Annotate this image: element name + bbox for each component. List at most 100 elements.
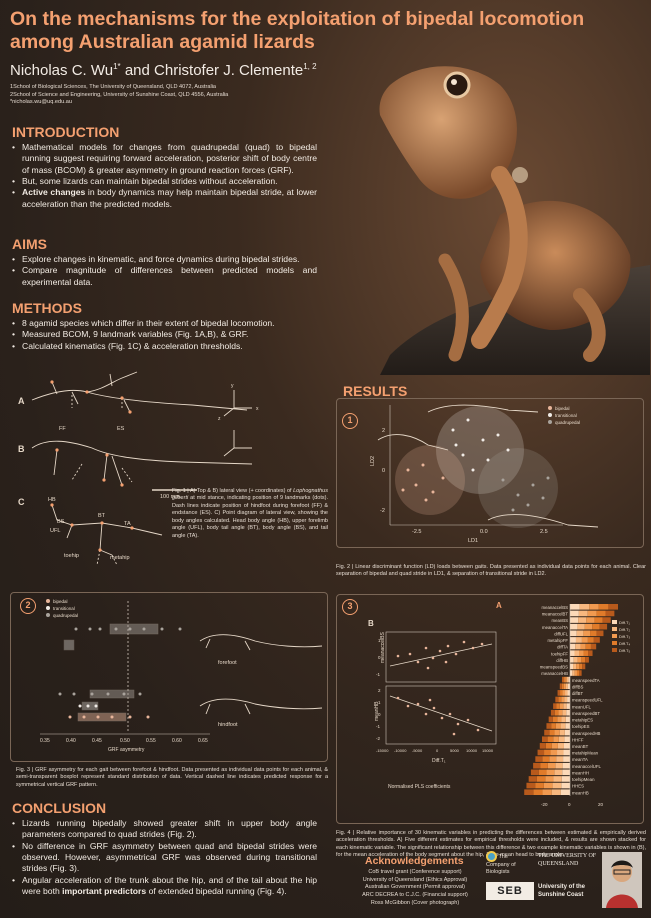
fig4-b-ybot-4: -2: [376, 736, 380, 741]
ack-line-2: University of Queensland (Ethics Approva…: [362, 876, 468, 883]
fig4-b-ybot-2: 0: [378, 712, 381, 717]
fig4-bar-segment: [562, 690, 566, 696]
fig4-bar-segment: [570, 643, 576, 650]
fig4-var-label: diffUFL: [554, 631, 568, 636]
fig4-bar-segment: [561, 696, 565, 703]
fig4-bar-segment: [566, 709, 570, 716]
fig4-a-xtick-2: 20: [598, 802, 604, 807]
fig4-bar-segment: [560, 690, 563, 696]
fig4-bar-segment: [587, 637, 594, 643]
fig4-bar-segment: [551, 743, 558, 749]
fig3-legend-transitional: transitional: [53, 606, 75, 611]
fig4-bar-segment: [608, 604, 618, 610]
fig1-hb: HB: [48, 497, 56, 503]
fig4-var-label: toehipFF: [551, 651, 568, 656]
conclusion-bullet-1: Lizards running bipedally showed greater…: [12, 818, 317, 841]
fig1-bt: BT: [98, 513, 106, 519]
fig4-bar-segment: [548, 716, 553, 723]
methods-heading: METHODS: [12, 300, 82, 316]
uq-logo: THE UNIVERSITY OF QUEENSLAND: [538, 853, 597, 867]
fig4-a-legend: Diff.T₁ Diff.T₂ Diff.T₃ Diff.T₄ Diff.T₅: [612, 620, 630, 653]
aims-bullet-2: Compare magnitude of differences between…: [12, 265, 317, 288]
fig4-bar-segment: [572, 670, 575, 676]
fig4-bar-segment: [558, 696, 562, 703]
cob-logo-icon: [486, 851, 497, 862]
fig4-bar-segment: [570, 617, 579, 623]
fig4-bar-segment: [547, 736, 554, 743]
fig4-a-xtick-0: -20: [541, 802, 548, 807]
fig4-bar-segment: [570, 604, 580, 610]
fig4-a-legend-5: Diff.T₅: [619, 648, 630, 653]
fig4-bar-segment: [563, 749, 570, 756]
fig3-hindfoot-group: [58, 689, 150, 722]
intro-bullet-3-rest: in body dynamics may help maintain biped…: [22, 187, 317, 209]
fig4-bar-segment: [544, 749, 551, 756]
fig4-bar-segment: [565, 676, 567, 683]
fig4-bar-segment: [540, 762, 548, 769]
fig4-var-label: HHES: [572, 784, 584, 789]
fig4-var-label: diffBT: [572, 691, 584, 696]
fig4-bar-segment: [545, 776, 554, 782]
fig4-var-label: meanspeedTA: [572, 678, 600, 683]
fig4-bar-segment: [570, 623, 578, 630]
fig1-bs: BS: [57, 519, 65, 525]
fig4-bar-segment: [596, 610, 606, 617]
author-2-sup: 1, 2: [303, 62, 317, 71]
results-heading: RESULTS: [343, 383, 408, 399]
fig4-b-xtick-4: 5000: [450, 748, 460, 753]
fig4-b-xtick-3: 0: [436, 748, 439, 753]
fig4-b-ybot-3: -1: [376, 724, 380, 729]
usc-logo: University of the Sunshine Coast: [538, 884, 586, 898]
fig1-caption-post: at mid stance, indicating position of 9 …: [172, 495, 328, 539]
fig4-var-label: HHFF: [572, 737, 584, 742]
aims-bullet-1: Explore changes in kinematic, and force …: [12, 254, 317, 266]
fig4-bar-segment: [583, 650, 589, 656]
fig4-bar-segment: [565, 683, 568, 690]
fig3-legend-quadrupedal: quadrupedal: [53, 613, 78, 618]
fig4-bar-segment: [561, 782, 570, 789]
fig4-bar-segment: [602, 617, 611, 623]
fig1-ufl: UFL: [50, 528, 60, 534]
intro-bullet-2: But, some lizards can maintain bipedal s…: [12, 176, 317, 188]
fig4-bar-segment: [563, 756, 570, 762]
fig4-bar-segment: [556, 703, 560, 709]
conclusion-heading: CONCLUSION: [12, 800, 107, 816]
fig4-bar-segment: [570, 650, 575, 656]
fig4-a-legend-1: Diff.T₁: [619, 620, 630, 625]
fig4-bar-segment: [542, 756, 550, 762]
aims-heading: AIMS: [12, 236, 47, 252]
fig3-xtick-4: 0.55: [146, 738, 156, 744]
fig4-b-xtick-0: -15000: [376, 748, 389, 753]
fig1-ff: FF: [59, 426, 66, 432]
conclusion-bullet-2: No difference in GRF asymmetry between q…: [12, 841, 317, 875]
fig2-xtick-0: -2.5: [412, 529, 421, 535]
fig4-b-ytop-0: 1: [378, 638, 381, 643]
fig4-b-ylabel-bottom: meanHB: [374, 701, 380, 721]
fig1-es: ES: [117, 426, 125, 432]
fig2-ylabel: LD2: [370, 456, 376, 466]
fig4-bar-segment: [570, 663, 574, 670]
fig1-caption-pre: Fig. 1 | A) Top & B) lateral view (+ coo…: [172, 488, 294, 494]
fig1-label-b: B: [18, 444, 25, 454]
fig4-var-label: meanBS: [552, 618, 569, 623]
fig4-b-ybot-1: 1: [378, 700, 381, 705]
fig4-bar-segment: [554, 729, 560, 736]
fig4-bar-segment: [549, 756, 557, 762]
fig1-metahip: metahip: [110, 555, 130, 561]
fig1-toehip: toehip: [64, 553, 79, 559]
fig4-bar-segment: [543, 782, 553, 789]
fig4-var-label: meanspeedHB: [572, 731, 601, 736]
fig4-var-label: diffHB: [556, 658, 568, 663]
fig4-bar-segment: [562, 676, 564, 683]
fig4-bar-segment: [564, 729, 570, 736]
fig4-a-xtick-1: 0: [568, 802, 571, 807]
fig4-bar-segment: [551, 789, 561, 795]
fig4-bar-segment: [558, 709, 563, 716]
fig1-axis-y: y: [231, 383, 234, 389]
fig4-bar-segment: [566, 676, 569, 683]
fig3-legend-bipedal: bipedal: [53, 599, 68, 604]
fig4-bar-segment: [526, 782, 536, 789]
fig4-b-ytop-1: 0: [378, 655, 381, 660]
fig4-bar-segment: [575, 643, 581, 650]
fig2-panel: [336, 398, 644, 548]
